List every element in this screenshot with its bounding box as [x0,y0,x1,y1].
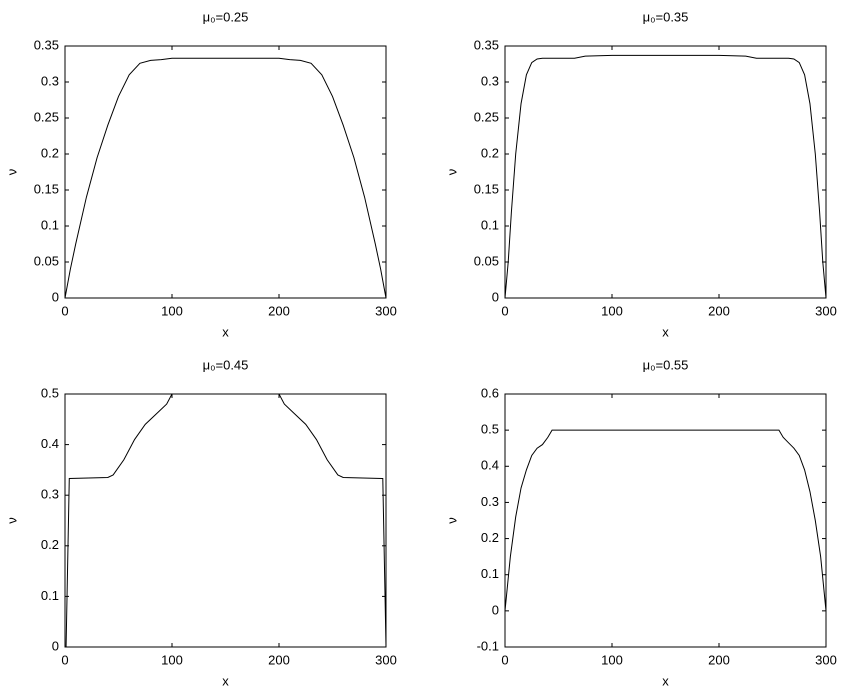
y-tick-label: 0 [52,289,59,304]
x-tick-label: 100 [601,652,623,667]
y-tick-label: -0.1 [477,638,499,653]
y-tick-label: 0.3 [41,73,59,88]
chart-title: μ₀=0.45 [203,357,249,372]
y-tick-label: 0.2 [41,145,59,160]
y-axis-label: ν [4,517,19,524]
x-tick-label: 0 [501,652,508,667]
x-axis-label: x [222,673,229,688]
y-tick-label: 0.25 [474,109,499,124]
y-tick-label: 0.6 [481,385,499,400]
axes-frame [504,45,827,299]
x-tick-label: 300 [815,652,837,667]
y-tick-label: 0.3 [481,494,499,509]
y-tick-label: 0.3 [41,487,59,502]
x-tick-label: 200 [708,652,730,667]
chart-title: μ₀=0.25 [203,9,249,24]
chart-title: μ₀=0.55 [643,357,689,372]
y-axis-label: ν [444,517,459,524]
x-tick-label: 100 [161,652,183,667]
y-tick-label: 0.2 [41,537,59,552]
axes-frame [504,393,827,648]
y-tick-label: 0.15 [34,181,59,196]
y-tick-label: 0.5 [481,422,499,437]
data-line [504,54,827,299]
y-tick-label: 0.4 [481,458,499,473]
x-tick-label: 100 [601,303,623,318]
x-axis-label: x [662,673,669,688]
y-tick-label: 0.4 [41,436,59,451]
y-tick-label: 0.2 [481,145,499,160]
y-tick-label: 0 [492,602,499,617]
y-tick-label: 0.35 [474,37,499,52]
axes-frame [64,45,387,299]
y-tick-label: 0.1 [481,217,499,232]
y-tick-label: 0.1 [41,588,59,603]
x-tick-label: 0 [501,303,508,318]
y-tick-label: 0.5 [41,385,59,400]
x-tick-label: 300 [375,303,397,318]
y-tick-label: 0.25 [34,109,59,124]
x-tick-label: 300 [815,303,837,318]
y-axis-label: ν [444,169,459,176]
x-tick-label: 100 [161,303,183,318]
axes-frame [64,393,387,648]
x-axis-label: x [662,324,669,339]
data-line [65,393,387,648]
chart-title: μ₀=0.35 [643,9,689,24]
x-tick-label: 200 [708,303,730,318]
y-tick-label: 0.15 [474,181,499,196]
x-tick-label: 200 [268,652,290,667]
data-line [504,429,827,611]
y-tick-label: 0.35 [34,37,59,52]
y-tick-label: 0.05 [34,253,59,268]
y-tick-label: 0.1 [481,566,499,581]
x-axis-label: x [222,324,229,339]
x-tick-label: 200 [268,303,290,318]
y-tick-label: 0.1 [41,217,59,232]
y-tick-label: 0.2 [481,530,499,545]
y-tick-label: 0 [52,638,59,653]
y-tick-label: 0.05 [474,253,499,268]
data-line [64,57,387,299]
y-tick-label: 0 [492,289,499,304]
x-tick-label: 300 [375,652,397,667]
x-tick-label: 0 [61,303,68,318]
x-tick-label: 0 [61,652,68,667]
y-axis-label: ν [4,169,19,176]
y-tick-label: 0.3 [481,73,499,88]
